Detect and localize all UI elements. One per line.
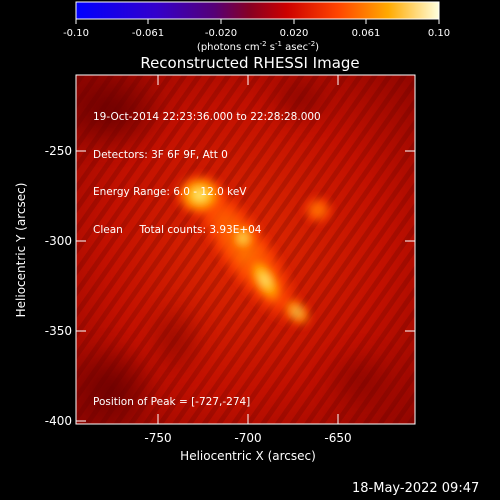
plot-frame xyxy=(75,74,416,425)
observation-info: 19-Oct-2014 22:23:36.000 to 22:28:28.000… xyxy=(93,86,321,249)
y-tick-label: -350 xyxy=(45,324,72,338)
x-tick-label: -700 xyxy=(234,431,261,445)
colorbar-tick-label: -0.020 xyxy=(205,28,237,39)
colorbar-tick-label: -0.061 xyxy=(132,28,164,39)
y-tick-label: -300 xyxy=(45,234,72,248)
info-time-range: 19-Oct-2014 22:23:36.000 to 22:28:28.000 xyxy=(93,111,321,123)
y-tick-label: -400 xyxy=(45,414,72,428)
x-axis-label: Heliocentric X (arcsec) xyxy=(180,449,316,463)
y-axis-label: Heliocentric Y (arcsec) xyxy=(14,183,28,318)
colorbar-ticks xyxy=(75,19,440,24)
x-tick-label: -750 xyxy=(144,431,171,445)
info-detectors: Detectors: 3F 6F 9F, Att 0 xyxy=(93,148,228,161)
y-tick-label: -250 xyxy=(45,144,72,158)
colorbar-unit-label: (photons cm-2 s-1 asec-2) xyxy=(197,40,319,53)
peak-position: Position of Peak = [-727,-274] xyxy=(93,396,251,408)
y-axis-ticks xyxy=(76,150,415,422)
colorbar-tick-label: -0.10 xyxy=(63,28,89,39)
colorbar-tick-label: 0.061 xyxy=(352,28,381,39)
plot-title: Reconstructed RHESSI Image xyxy=(140,54,359,72)
x-tick-label: -650 xyxy=(324,431,351,445)
info-energy-range: Energy Range: 6.0 - 12.0 keV xyxy=(93,186,247,198)
rhessi-image xyxy=(76,75,415,424)
timestamp: 18-May-2022 09:47 xyxy=(352,481,480,496)
colorbar xyxy=(76,2,439,19)
colorbar-tick-label: 0.10 xyxy=(428,28,450,39)
x-axis-ticks xyxy=(157,75,339,424)
info-clean-counts: Clean Total counts: 3.93E+04 xyxy=(93,223,262,236)
colorbar-tick-label: 0.020 xyxy=(280,28,309,39)
